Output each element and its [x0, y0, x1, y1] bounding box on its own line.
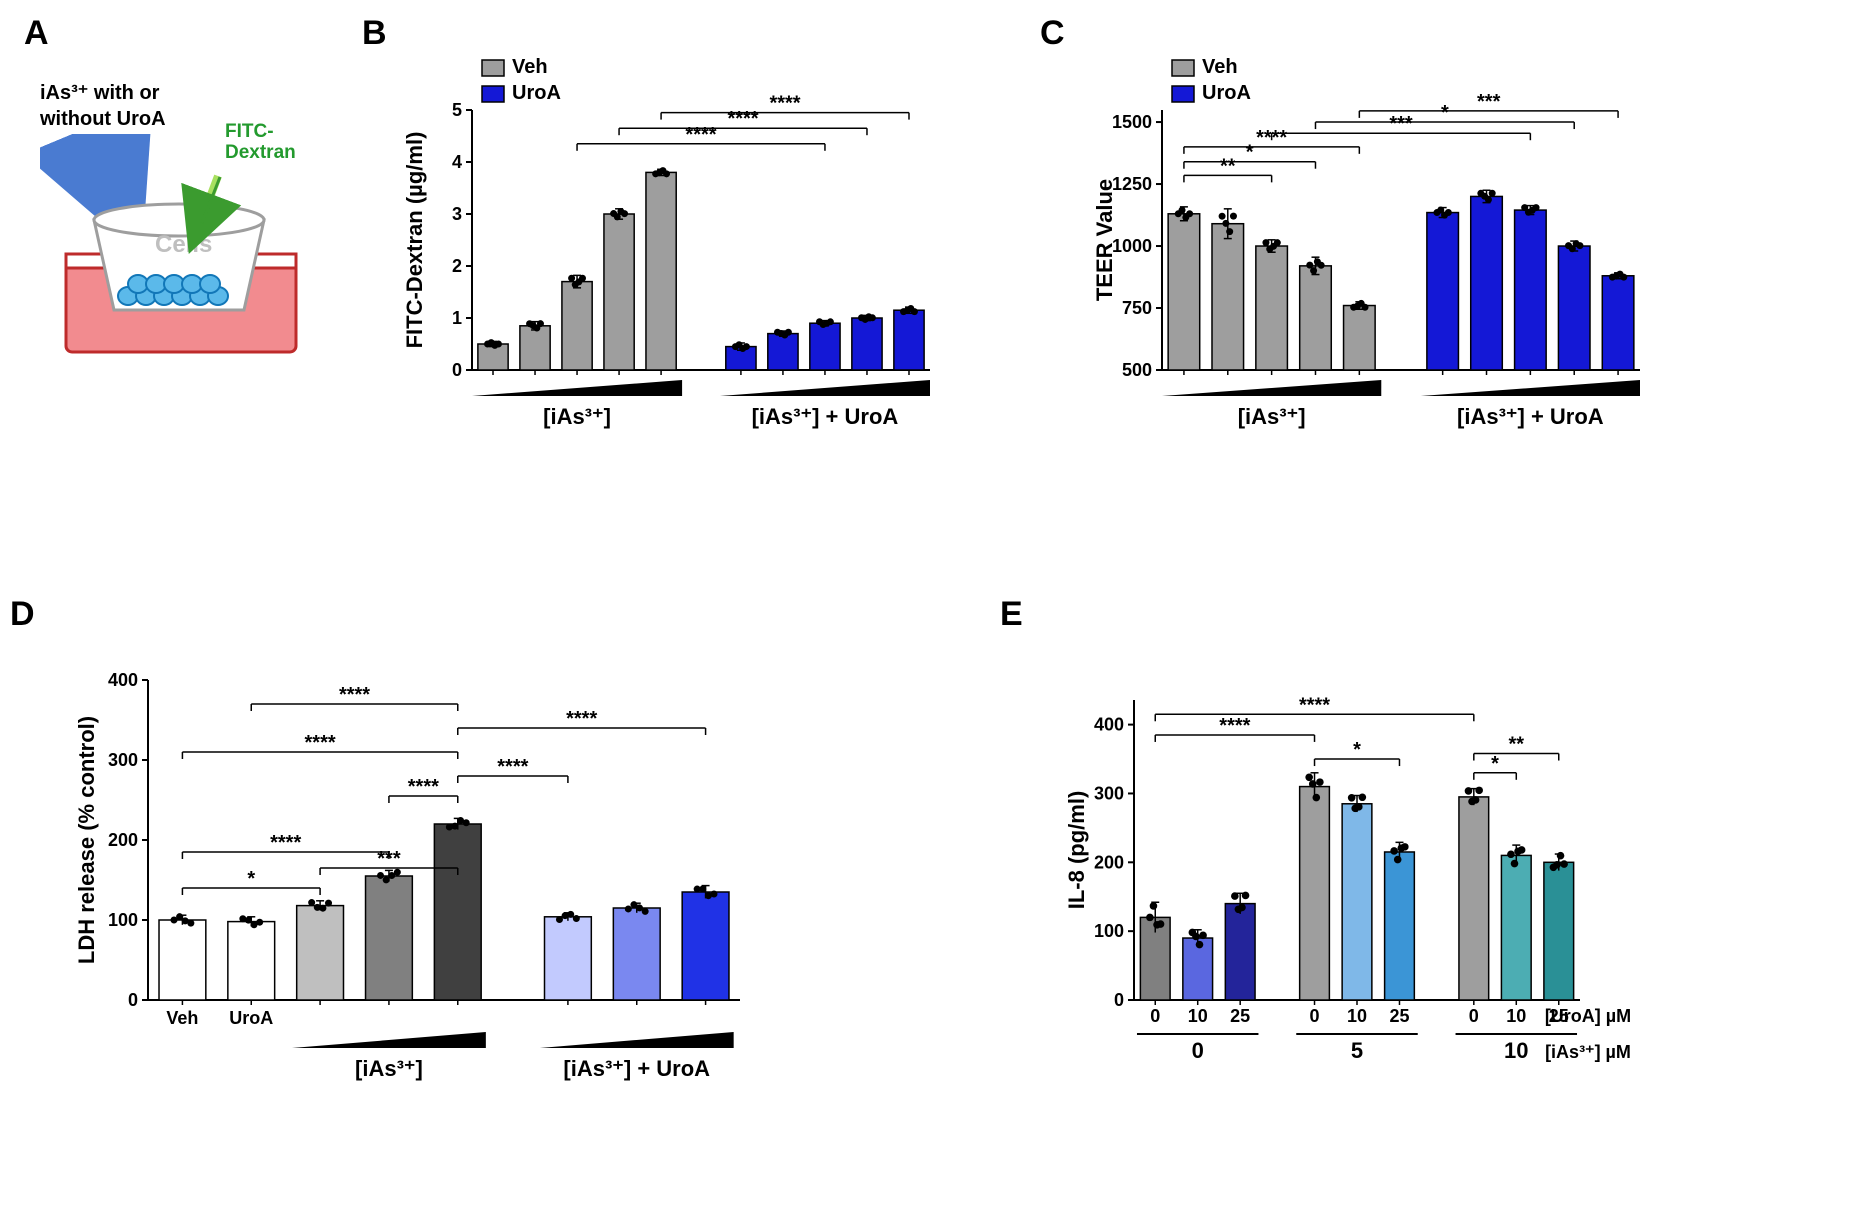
svg-text:300: 300	[108, 750, 138, 770]
svg-text:10: 10	[1347, 1006, 1367, 1026]
svg-text:UroA: UroA	[229, 1008, 273, 1028]
svg-text:****: ****	[305, 732, 336, 754]
svg-text:****: ****	[566, 708, 597, 730]
svg-text:*: *	[1353, 739, 1361, 761]
svg-text:****: ****	[270, 832, 301, 854]
svg-text:100: 100	[108, 910, 138, 930]
svg-text:0: 0	[1114, 990, 1124, 1010]
svg-text:*: *	[1491, 753, 1499, 775]
svg-text:0: 0	[1150, 1006, 1160, 1026]
panel-a-caption-line1: iAs³⁺ with or	[40, 82, 159, 104]
svg-text:10: 10	[1504, 1038, 1528, 1063]
svg-text:1000: 1000	[1112, 236, 1152, 256]
panel-a-diagram: iAs³⁺ with or without UroA FITC- Dextran	[40, 80, 340, 380]
panel-d-chart: 0 100 200 300 400 LDH release (% control) Veh U…	[70, 620, 750, 1110]
svg-text:10: 10	[1506, 1006, 1526, 1026]
svg-text:[iAs³⁺] + UroA: [iAs³⁺] + UroA	[752, 404, 899, 429]
svg-text:[iAs³⁺] + UroA: [iAs³⁺] + UroA	[1457, 404, 1604, 429]
svg-text:5: 5	[452, 100, 462, 120]
svg-text:****: ****	[685, 124, 716, 146]
panel-a-caption: iAs³⁺ with or without UroA	[40, 80, 166, 132]
svg-text:[iAs³⁺]: [iAs³⁺]	[1238, 404, 1306, 429]
svg-text:4: 4	[452, 152, 462, 172]
svg-text:0: 0	[1310, 1006, 1320, 1026]
svg-text:[iAs³⁺] µM: [iAs³⁺] µM	[1545, 1042, 1631, 1062]
svg-text:5: 5	[1351, 1038, 1363, 1063]
svg-text:Veh: Veh	[512, 56, 548, 78]
svg-text:****: ****	[339, 684, 370, 706]
svg-text:500: 500	[1122, 360, 1152, 380]
svg-text:1: 1	[452, 308, 462, 328]
svg-text:*: *	[1441, 102, 1449, 124]
svg-text:2: 2	[452, 256, 462, 276]
svg-text:Veh: Veh	[1202, 56, 1238, 78]
svg-text:****: ****	[1219, 715, 1250, 737]
svg-text:*: *	[1246, 142, 1254, 164]
svg-text:750: 750	[1122, 298, 1152, 318]
svg-text:****: ****	[408, 776, 439, 798]
panel-letter-d: D	[10, 595, 35, 634]
svg-text:**: **	[1220, 155, 1236, 177]
svg-text:200: 200	[1094, 852, 1124, 872]
svg-text:200: 200	[108, 830, 138, 850]
svg-text:10: 10	[1188, 1006, 1208, 1026]
svg-text:****: ****	[769, 93, 800, 115]
svg-text:25: 25	[1389, 1006, 1409, 1026]
svg-text:UroA: UroA	[512, 82, 561, 104]
svg-text:**: **	[1508, 734, 1524, 756]
cells-text: Cells	[155, 231, 212, 258]
svg-text:*: *	[247, 868, 255, 890]
panel-letter-c: C	[1040, 14, 1065, 53]
panel-b-chart: 0 1 2 3 4 5 FITC-Dextran (µg/ml) **** **** **** Ve…	[400, 40, 940, 460]
svg-text:[iAs³⁺] + UroA: [iAs³⁺] + UroA	[563, 1056, 710, 1081]
svg-text:Veh: Veh	[166, 1008, 198, 1028]
svg-text:[iAs³⁺]: [iAs³⁺]	[355, 1056, 423, 1081]
svg-text:[UroA] µM: [UroA] µM	[1545, 1006, 1631, 1026]
svg-text:***: ***	[1477, 91, 1501, 113]
svg-text:1250: 1250	[1112, 174, 1152, 194]
panel-letter-e: E	[1000, 595, 1023, 634]
svg-text:100: 100	[1094, 921, 1124, 941]
panel-letter-b: B	[362, 14, 387, 53]
svg-text:400: 400	[108, 670, 138, 690]
panel-e-chart: 0100200300400IL-8 (pg/ml)010250102501025…	[1060, 620, 1700, 1110]
panel-a-caption-line2: without UroA	[40, 108, 166, 130]
svg-text:[iAs³⁺]: [iAs³⁺]	[543, 404, 611, 429]
svg-text:0: 0	[452, 360, 462, 380]
svg-text:****: ****	[727, 108, 758, 130]
svg-text:LDH release (% control): LDH release (% control)	[74, 716, 99, 964]
panel-letter-a: A	[24, 14, 49, 53]
svg-text:****: ****	[497, 756, 528, 778]
svg-text:FITC-Dextran (µg/ml): FITC-Dextran (µg/ml)	[402, 132, 427, 349]
svg-text:TEER Value: TEER Value	[1092, 179, 1117, 301]
figure-root: A B C D E iAs³⁺ with or without UroA FIT…	[0, 0, 1866, 1223]
svg-text:****: ****	[1299, 694, 1330, 716]
svg-text:25: 25	[1230, 1006, 1250, 1026]
svg-text:0: 0	[1192, 1038, 1204, 1063]
svg-text:UroA: UroA	[1202, 82, 1251, 104]
svg-text:1500: 1500	[1112, 112, 1152, 132]
svg-text:***: ***	[1389, 113, 1413, 135]
svg-text:300: 300	[1094, 783, 1124, 803]
svg-text:0: 0	[128, 990, 138, 1010]
svg-text:400: 400	[1094, 715, 1124, 735]
svg-text:***: ***	[377, 848, 401, 870]
svg-text:IL-8 (pg/ml): IL-8 (pg/ml)	[1064, 791, 1089, 910]
panel-c-chart: 500750100012501500TEER Value************…	[1090, 40, 1650, 460]
svg-text:0: 0	[1469, 1006, 1479, 1026]
svg-text:3: 3	[452, 204, 462, 224]
